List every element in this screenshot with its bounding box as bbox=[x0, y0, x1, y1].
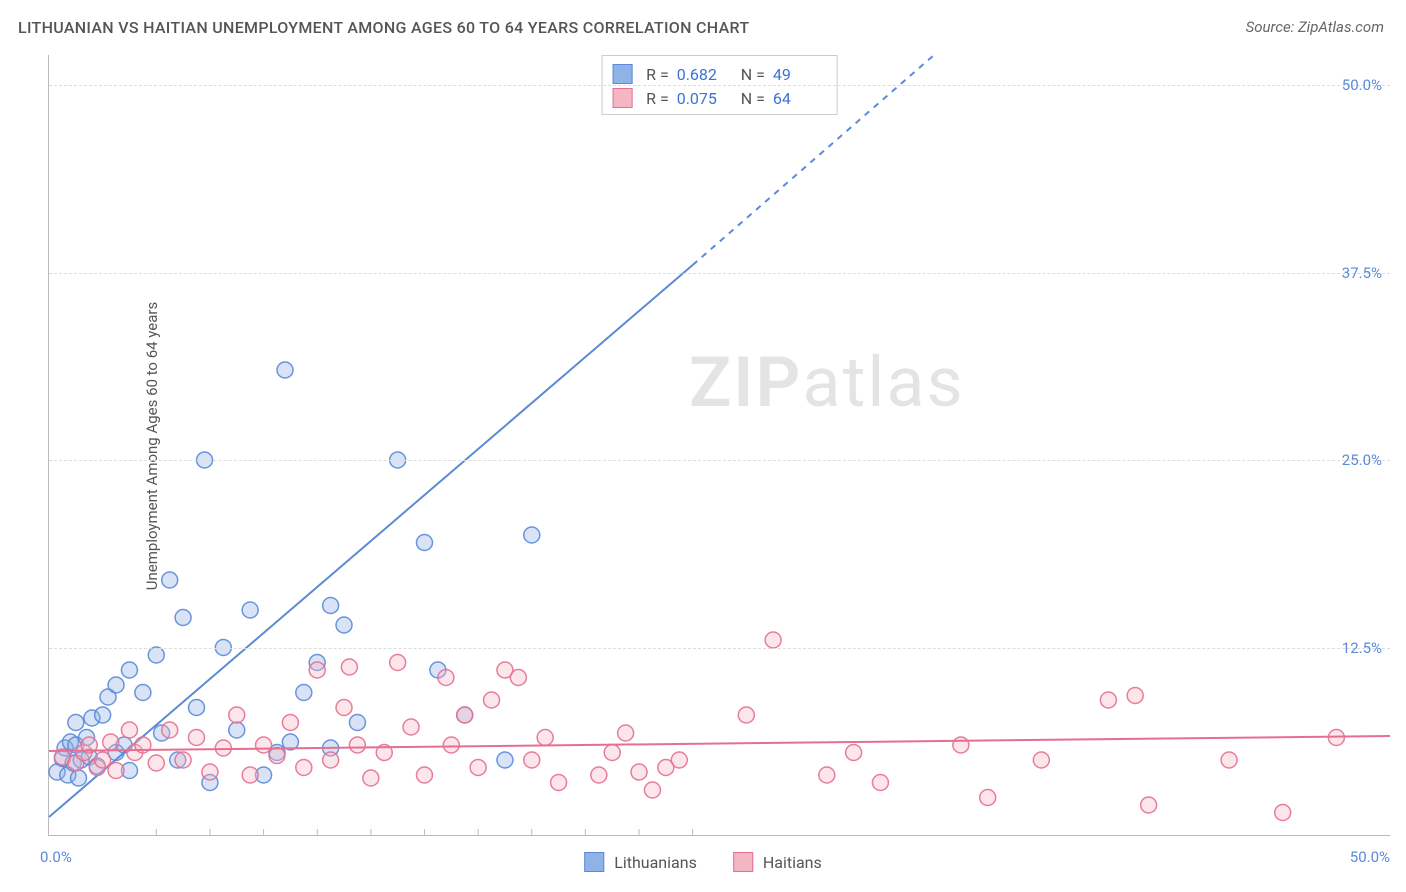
swatch-lithuanians bbox=[584, 852, 604, 872]
x-axis-origin-label: 0.0% bbox=[40, 848, 72, 866]
chart-title: LITHUANIAN VS HAITIAN UNEMPLOYMENT AMONG… bbox=[18, 18, 749, 37]
x-axis-max-label: 50.0% bbox=[1350, 848, 1390, 866]
legend-item-lithuanians: Lithuanians bbox=[584, 852, 697, 872]
y-tick-label: 50.0% bbox=[1342, 76, 1382, 94]
scatter-plot-area: R = 0.682 N = 49 R = 0.075 N = 64 ZIPatl… bbox=[48, 55, 1390, 836]
source-attribution: Source: ZipAtlas.com bbox=[1246, 18, 1384, 36]
legend-label-haitians: Haitians bbox=[763, 853, 822, 872]
swatch-haitians bbox=[733, 852, 753, 872]
plot-svg bbox=[49, 55, 1390, 835]
y-tick-label: 25.0% bbox=[1342, 451, 1382, 469]
legend-item-haitians: Haitians bbox=[733, 852, 822, 872]
y-tick-label: 37.5% bbox=[1342, 264, 1382, 282]
y-tick-label: 12.5% bbox=[1342, 639, 1382, 657]
legend-label-lithuanians: Lithuanians bbox=[614, 853, 697, 872]
series-legend: Lithuanians Haitians bbox=[584, 852, 822, 872]
